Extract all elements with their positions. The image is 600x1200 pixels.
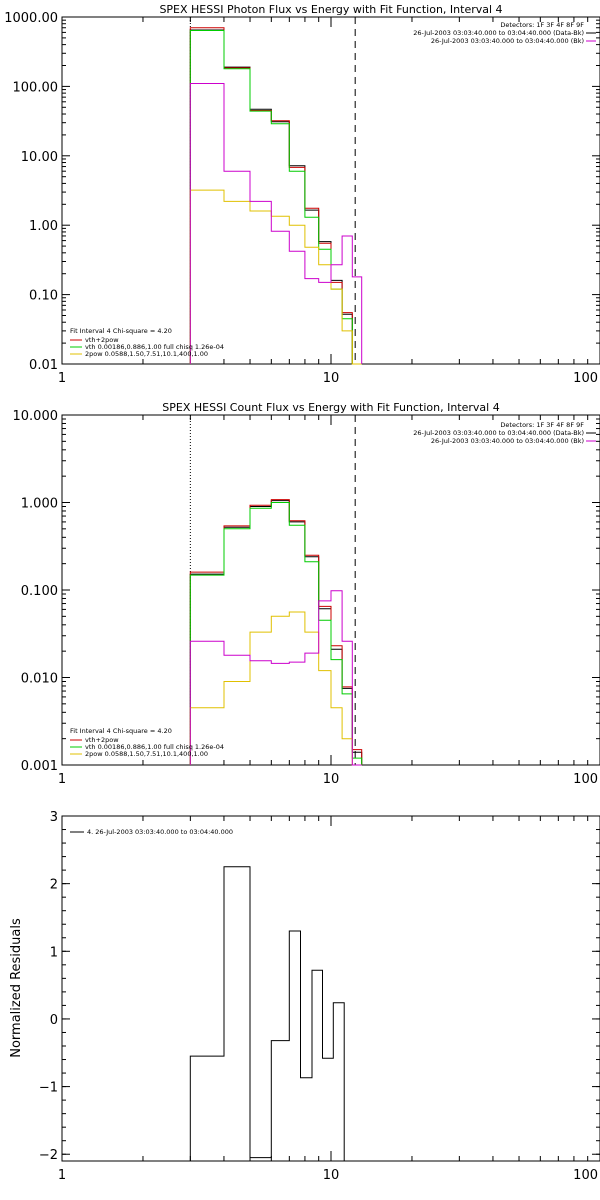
x-axis: 1 10 100 [58,17,600,386]
y-tick-label: −2 [39,1148,58,1163]
legend-label-total: vth+2pow [85,336,119,344]
x-tick-label: 10 [323,371,340,386]
panel-title: SPEX HESSI Photon Flux vs Energy with Fi… [159,3,502,16]
plot-frame [61,815,600,1162]
data-series [189,499,363,766]
series-residuals [189,866,345,1161]
legend-label-2pow: 2pow 0.0588,1.50,7.51,10.1,400,1.00 [85,750,208,758]
y-tick-label: 100.00 [13,80,59,95]
bk-interval-label: 26-Jul-2003 03:03:40.000 to 03:04:40.000… [431,37,584,45]
y-tick-label: 10.00 [21,150,58,165]
header-text: Detectors: 1F 3F 4F 8F 9F 26-Jul-2003 03… [413,21,596,45]
y-tick-label: 0.01 [29,358,58,373]
plot-frame [61,414,600,766]
x-tick-label: 1 [58,371,66,386]
y-axis-label: Normalized Residuals [9,918,24,1058]
data-series [189,27,363,365]
series-data [189,27,362,365]
series-background [189,83,363,364]
y-tick-label: −1 [39,1081,58,1096]
series-vth [189,502,363,765]
series-vth-2pow [189,500,363,765]
detectors-label: Detectors: 1F 3F 4F 8F 9F [500,21,584,29]
series-background [189,590,362,766]
y-tick-label: 10.000 [13,409,59,424]
fit-interval-label: Fit Interval 4 Chi-square = 4.20 [70,727,172,735]
legend-label-vth: vth 0.00186,0.886,1.00 full chisq 1.26e-… [85,343,224,351]
y-tick-label: 1000.00 [4,11,58,26]
panel-title: SPEX HESSI Count Flux vs Energy with Fit… [162,401,499,414]
y-axis: 3 2 1 0 −1 −2 [39,810,600,1163]
series-data [189,499,363,765]
x-tick-label: 1 [58,772,66,787]
data-series [189,866,345,1161]
x-tick-label: 100 [573,772,598,787]
y-tick-label: 1 [50,945,58,960]
x-axis: 1 10 100 [58,415,600,787]
x-axis: 1 10 100 [58,816,600,1183]
detectors-label: Detectors: 1F 3F 4F 8F 9F [500,421,584,429]
legend-label-total: vth+2pow [85,736,119,744]
y-tick-label: 0.010 [21,672,58,687]
series-vth [189,30,362,365]
fit-legend: Fit Interval 4 Chi-square = 4.20 vth+2po… [70,327,224,358]
y-tick-label: 1.00 [29,219,58,234]
legend-label-2pow: 2pow 0.0588,1.50,7.51,10.1,400,1.00 [85,350,208,358]
y-tick-label: 1.000 [21,497,58,512]
y-tick-label: 0.001 [21,759,58,774]
data-interval-label: 26-Jul-2003 03:03:40.000 to 03:04:40.000… [413,29,584,37]
fit-interval-label: Fit Interval 4 Chi-square = 4.20 [70,327,172,335]
x-tick-label: 10 [323,772,340,787]
photon-flux-panel: SPEX HESSI Photon Flux vs Energy with Fi… [4,3,600,386]
y-tick-label: 2 [50,878,58,893]
bk-interval-label: 26-Jul-2003 03:03:40.000 to 03:04:40.000… [431,437,584,445]
series-2pow [189,189,362,365]
y-tick-label: 0.100 [21,584,58,599]
y-tick-label: 3 [50,810,58,825]
header-text: Detectors: 1F 3F 4F 8F 9F 26-Jul-2003 03… [413,421,596,445]
fit-legend: Fit Interval 4 Chi-square = 4.20 vth+2po… [70,727,224,758]
y-tick-label: 0.10 [29,289,58,304]
series-vth-2pow [189,29,362,365]
y-axis: 10.000 1.000 0.100 0.010 0.001 [13,409,600,774]
series-2pow [189,611,362,766]
energy-range-markers [189,415,356,765]
x-tick-label: 100 [573,371,598,386]
count-flux-panel: SPEX HESSI Count Flux vs Energy with Fit… [13,401,600,787]
y-tick-label: 0 [50,1013,58,1028]
residual-legend-label: 4. 26-Jul-2003 03:03:40.000 to 03:04:40.… [87,828,233,836]
y-axis: 1000.00 100.00 10.00 1.00 0.10 0.01 [4,11,600,373]
legend-label-vth: vth 0.00186,0.886,1.00 full chisq 1.26e-… [85,743,224,751]
x-tick-label: 100 [573,1168,598,1183]
plot-frame [61,16,600,365]
data-interval-label: 26-Jul-2003 03:03:40.000 to 03:04:40.000… [413,429,584,437]
x-tick-label: 1 [58,1168,66,1183]
x-tick-label: 10 [323,1168,340,1183]
residual-legend: 4. 26-Jul-2003 03:03:40.000 to 03:04:40.… [70,828,233,836]
